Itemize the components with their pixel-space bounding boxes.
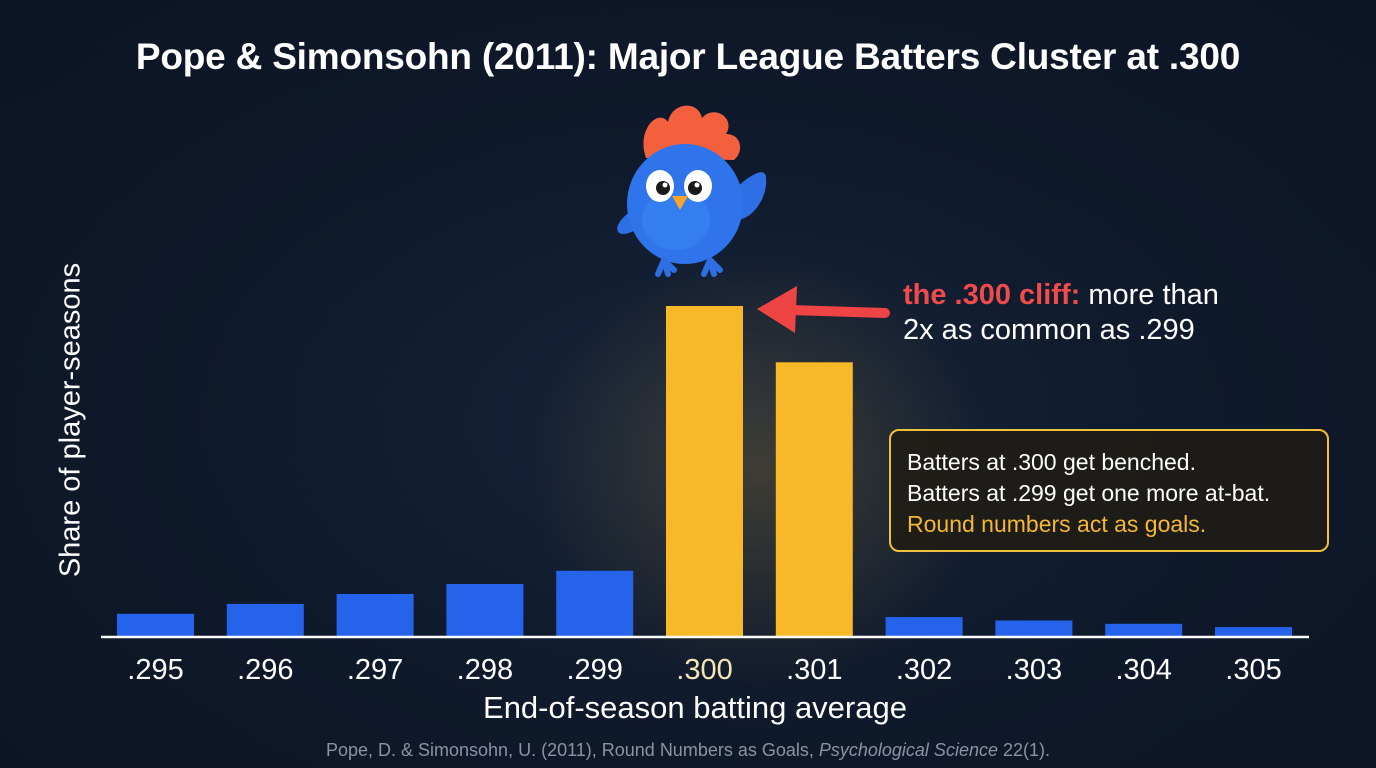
- note-box: Batters at .300 get benched. Batters at …: [889, 429, 1329, 552]
- bar-297: [336, 594, 414, 637]
- bar-299: [556, 570, 634, 637]
- citation: Pope, D. & Simonsohn, U. (2011), Round N…: [0, 740, 1376, 761]
- citation-journal: Psychological Science: [818, 740, 998, 760]
- citation-suffix: 22(1).: [997, 740, 1051, 760]
- x-tick-label: .299: [566, 654, 622, 686]
- bar-296: [226, 603, 304, 637]
- chart-title: Pope & Simonsohn (2011): Major League Ba…: [135, 36, 1241, 77]
- x-tick-label: .305: [1225, 654, 1281, 686]
- y-axis-label: Share of player-seasons: [54, 262, 87, 578]
- highlight-glow: [530, 250, 990, 690]
- note-line3: Round numbers act as goals.: [907, 511, 1207, 537]
- bar-298: [446, 584, 524, 637]
- citation-prefix: Pope, D. & Simonsohn, U. (2011), Round N…: [325, 740, 819, 760]
- x-tick-label: .302: [896, 654, 952, 686]
- x-tick-label: .298: [457, 654, 513, 686]
- x-tick-label: .300: [676, 654, 732, 686]
- x-axis-label: End-of-season batting average: [483, 690, 907, 725]
- note-line2: Batters at .299 get one more at-bat.: [907, 480, 1271, 506]
- bar-295: [117, 613, 194, 637]
- x-tick-label: .295: [127, 654, 183, 686]
- bar-303: [995, 620, 1073, 638]
- bar-300: [666, 306, 743, 637]
- x-tick-label: .297: [347, 654, 403, 686]
- x-tick-label: .301: [786, 654, 842, 686]
- bar-304: [1105, 623, 1183, 637]
- bar-301: [775, 362, 853, 637]
- bar-305: [1215, 627, 1292, 637]
- arrow-icon: [757, 286, 890, 333]
- x-tick-label: .296: [237, 654, 293, 686]
- x-tick-label: .304: [1115, 654, 1171, 686]
- annotation-line1: more than: [1080, 279, 1219, 311]
- bar-302: [885, 617, 963, 637]
- annotation-line2: 2x as common as .299: [903, 314, 1195, 346]
- cliff-annotation: the .300 cliff: more than 2x as common a…: [903, 278, 1219, 348]
- annotation-highlight: the .300 cliff:: [903, 279, 1081, 311]
- x-tick-label: .303: [1006, 654, 1062, 686]
- note-line1: Batters at .300 get benched.: [907, 449, 1196, 475]
- blue-bird-mascot-icon: [617, 105, 767, 277]
